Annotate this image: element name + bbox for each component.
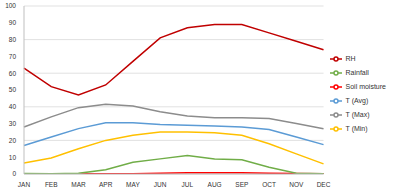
svg-text:10: 10	[9, 154, 17, 161]
svg-text:0: 0	[12, 170, 16, 177]
svg-text:MAR: MAR	[71, 181, 86, 188]
html-text:T (Max): T (Max)	[345, 111, 370, 118]
svg-text:NOV: NOV	[289, 181, 304, 188]
html-text:RH: RH	[345, 55, 356, 62]
svg-text:OCT: OCT	[262, 181, 276, 188]
svg-text:80: 80	[9, 36, 17, 43]
svg-text:50: 50	[9, 86, 17, 93]
html-text:Soil moisture: Soil moisture	[345, 83, 386, 90]
svg-text:70: 70	[9, 53, 17, 60]
svg-text:MAY: MAY	[126, 181, 140, 188]
svg-text:40: 40	[9, 103, 17, 110]
html-text:Rainfall: Rainfall	[345, 69, 369, 76]
svg-text:30: 30	[9, 120, 17, 127]
svg-text:60: 60	[9, 70, 17, 77]
svg-text:JAN: JAN	[18, 181, 31, 188]
html-text:T (Min): T (Min)	[345, 125, 368, 132]
svg-text:JUL: JUL	[182, 181, 194, 188]
svg-text:100: 100	[8, 2, 16, 9]
svg-text:JUN: JUN	[154, 181, 167, 188]
svg-text:AUG: AUG	[208, 181, 222, 188]
svg-text:DEC: DEC	[317, 181, 331, 188]
svg-text:20: 20	[9, 137, 17, 144]
svg-text:FEB: FEB	[45, 181, 58, 188]
svg-text:SEP: SEP	[235, 181, 248, 188]
svg-text:90: 90	[9, 19, 17, 26]
html-text:T (Avg): T (Avg)	[345, 97, 369, 104]
svg-text:APR: APR	[99, 181, 113, 188]
